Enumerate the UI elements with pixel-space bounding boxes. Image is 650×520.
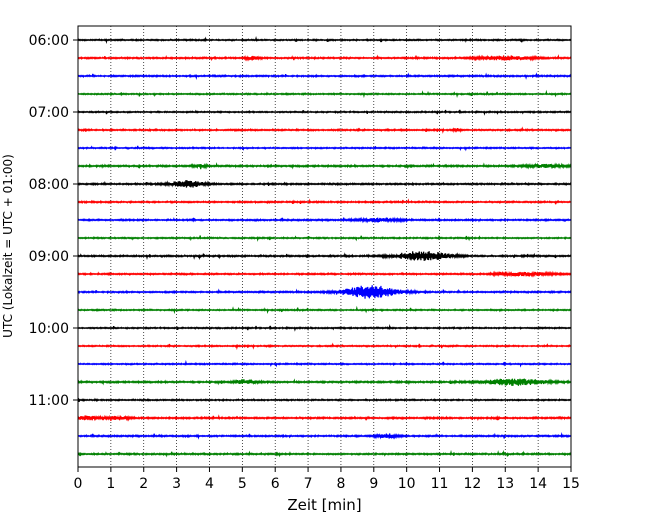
seismic-trace-1100	[77, 397, 572, 403]
x-tick-label: 13	[496, 476, 514, 492]
x-tick-label: 1	[106, 476, 115, 492]
seismic-trace-1015	[77, 342, 572, 351]
seismic-trace-0745	[77, 162, 572, 170]
x-tick-label: 4	[205, 476, 214, 492]
x-tick-label: 7	[304, 476, 313, 492]
y-tick-label: 08:00	[29, 177, 69, 193]
y-axis-label: UTC (Lokalzeit = UTC + 01:00)	[1, 154, 15, 338]
seismic-trace-0600	[77, 36, 572, 44]
y-axis-ticks: 06:00 07:00 08:00 09:00 10:00 11:00	[29, 33, 78, 409]
seismic-trace-0700	[77, 109, 572, 116]
x-tick-label: 3	[172, 476, 181, 492]
seismic-trace-0630	[77, 72, 572, 80]
seismic-trace-0830	[77, 216, 572, 224]
x-axis-label: Zeit [min]	[287, 496, 361, 514]
x-tick-label: 6	[271, 476, 280, 492]
seismic-trace-0945	[77, 305, 572, 315]
seismic-trace-0615	[77, 54, 572, 62]
x-tick-label: 15	[562, 476, 580, 492]
seismic-trace-1115	[77, 414, 572, 422]
x-tick-label: 9	[369, 476, 378, 492]
seismic-trace-0900	[77, 251, 572, 261]
y-tick-label: 06:00	[29, 33, 69, 49]
x-tick-label: 2	[139, 476, 148, 492]
seismic-trace-0845	[77, 234, 572, 242]
seismic-trace-1000	[77, 324, 572, 332]
y-tick-label: 07:00	[29, 105, 69, 121]
seismic-trace-0645	[77, 89, 572, 99]
seismic-trace-1045	[77, 378, 572, 386]
x-axis-ticks: 0 1 2 3 4 5 6 7 8 9 10 11 12 13 14 15	[74, 467, 580, 492]
seismic-trace-1130	[77, 431, 572, 440]
x-tick-label: 11	[431, 476, 449, 492]
seismic-trace-0730	[77, 145, 572, 152]
seismic-trace-1145	[77, 449, 572, 458]
x-tick-label: 8	[336, 476, 345, 492]
seismic-trace-0800	[77, 180, 572, 188]
seismic-trace-0715	[77, 126, 572, 134]
plot-frame	[77, 25, 572, 468]
seismic-traces	[77, 36, 572, 458]
x-tick-label: 12	[463, 476, 481, 492]
seismic-trace-0815	[77, 198, 572, 205]
y-tick-label: 09:00	[29, 249, 69, 265]
x-tick-label: 14	[529, 476, 547, 492]
x-tick-label: 5	[238, 476, 247, 492]
x-tick-label: 0	[74, 476, 83, 492]
seismic-trace-1030	[77, 359, 572, 368]
y-tick-label: 10:00	[29, 321, 69, 337]
y-tick-label: 11:00	[29, 393, 69, 409]
x-tick-label: 10	[398, 476, 416, 492]
seismic-trace-0915	[77, 270, 572, 278]
seismic-trace-0930	[77, 285, 572, 299]
